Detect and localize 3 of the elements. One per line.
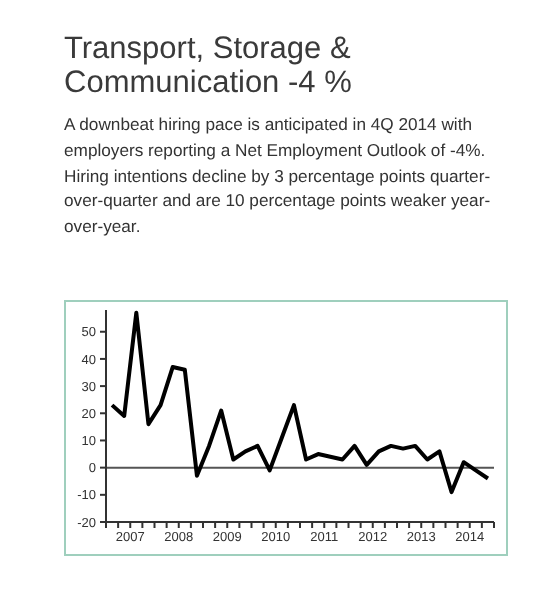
chart-title: Transport, Storage & Communication -4 % — [64, 32, 354, 100]
line-series — [110, 310, 490, 495]
chart-subtitle: A downbeat hiring pace is anticipated in 4Q 2014 with employers reporting a Net Employment Outlook of -4%. Hiring intentions decline by 3 percentage points quarter-over-quarter and are 10 percentage points weaker year-over-year. — [64, 112, 493, 240]
